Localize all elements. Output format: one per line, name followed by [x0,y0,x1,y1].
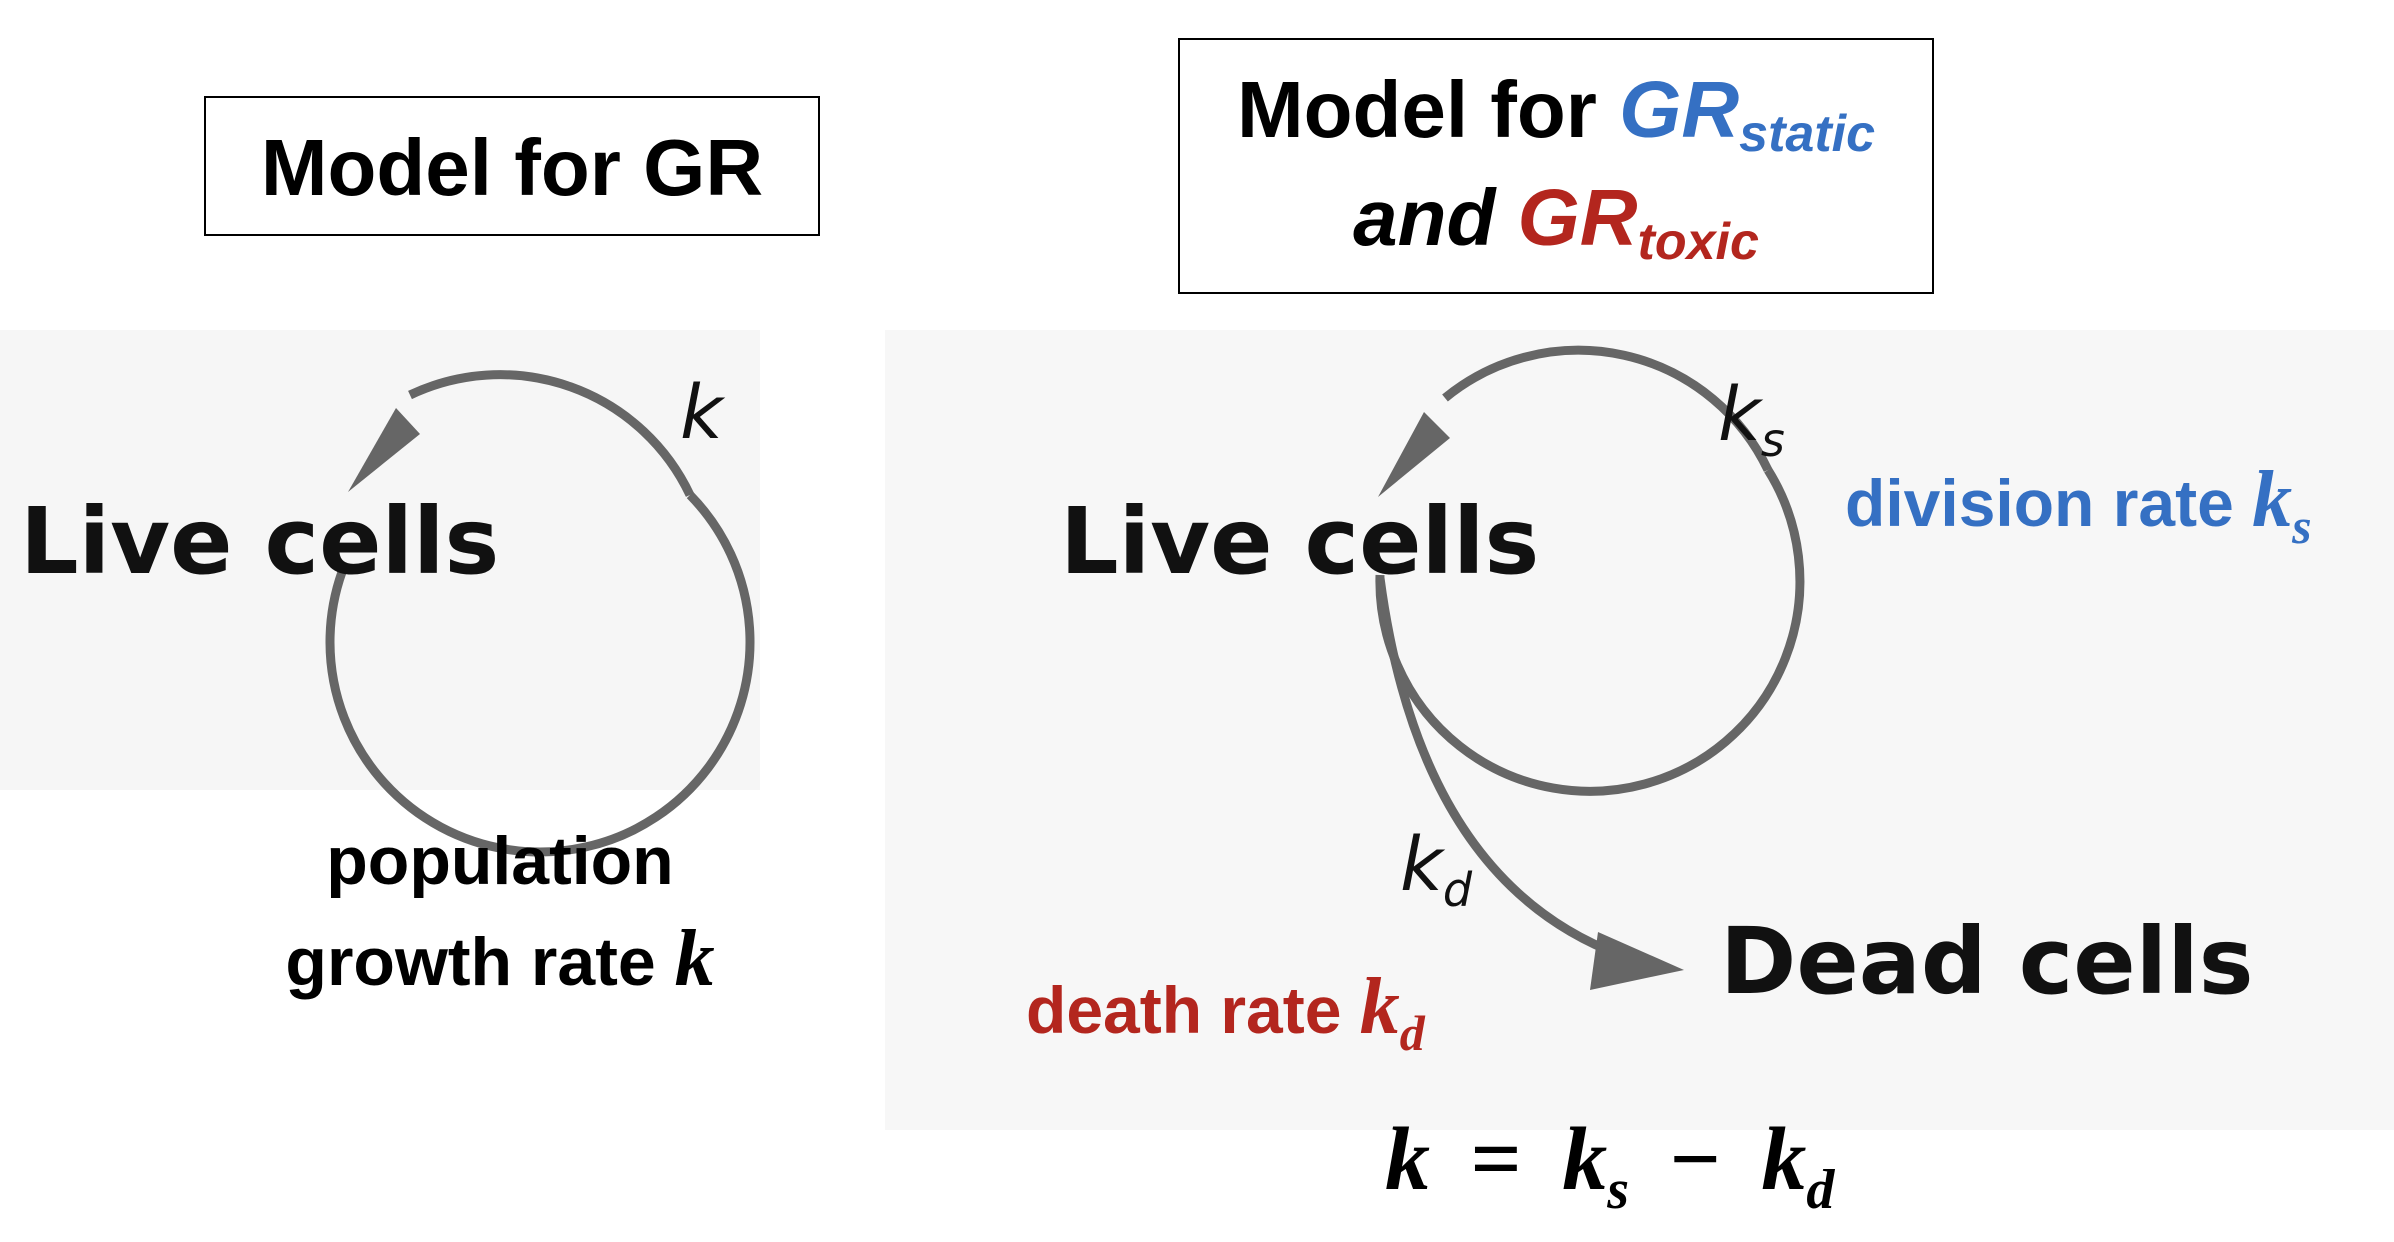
right-diagram-background [885,330,2394,1130]
equation-term2: k [1761,1110,1807,1209]
left-caption: population growth rate k [220,812,780,1011]
death-var-main: k [1359,963,1400,1051]
kd-label: kd [1400,822,1472,917]
left-caption-line1: population [326,823,674,899]
ks-label: ks [1718,372,1785,467]
gr-toxic-main: GR [1517,173,1638,262]
ks-sub: s [1760,412,1785,467]
equation-equals: = [1470,1110,1522,1209]
left-caption-var: k [674,915,715,1003]
left-title-box: Model for GR [204,96,820,236]
death-rate-var: kd [1359,963,1425,1061]
division-rate-label: division rate ks [1845,455,2312,555]
left-cycle-arrowhead [348,408,420,492]
equation-term1-sub: s [1607,1159,1630,1221]
right-title-and: and [1353,173,1496,262]
gr-toxic-label: GRtoxic [1517,173,1759,271]
death-rate-text: death rate [1026,973,1342,1047]
gr-static-label: GRstatic [1619,65,1875,163]
right-title-prefix: Model for [1236,65,1597,154]
equation-term2-sub: d [1806,1159,1835,1221]
left-live-cells-node: Live cells [20,488,500,595]
equation: k = ks − kd [1385,1108,1834,1222]
right-title-box: Model for GRstatic and GRtoxic [1178,38,1934,294]
left-caption-text: growth rate [285,924,656,1000]
left-k-label: k [680,370,723,456]
right-cycle-arc [1375,467,1805,796]
division-rate-text: division rate [1845,466,2234,540]
dead-cells-node: Dead cells [1720,908,2254,1015]
left-cycle-arc [325,491,755,857]
equation-lhs: k [1385,1110,1430,1209]
right-title-line1: Model for GRstatic [1180,64,1932,164]
right-live-cells-node: Live cells [1060,488,1540,595]
death-arrow-head [1590,932,1684,990]
kd-symbol: k [1400,822,1443,908]
division-var-sub: s [2292,498,2312,554]
left-caption-line2: growth rate k [220,910,780,1011]
right-cycle-arc-top [1442,345,1773,472]
division-rate-var: ks [2252,456,2311,554]
death-arrow-line [1375,577,1622,960]
division-var-main: k [2252,456,2293,544]
death-var-sub: d [1399,1005,1425,1061]
gr-toxic-sub: toxic [1637,213,1759,271]
kd-sub: d [1442,862,1473,917]
left-cycle-arc-top [408,370,695,497]
equation-term1: k [1562,1110,1608,1209]
equation-minus: − [1669,1110,1721,1209]
ks-symbol: k [1718,372,1761,458]
right-cycle-arrowhead [1378,412,1450,497]
right-title-line2: and GRtoxic [1180,172,1932,272]
death-rate-label: death rate kd [1026,962,1425,1062]
left-diagram-background [0,330,760,790]
gr-static-sub: static [1739,105,1876,163]
gr-static-main: GR [1619,65,1740,154]
left-title: Model for GR [260,123,764,212]
